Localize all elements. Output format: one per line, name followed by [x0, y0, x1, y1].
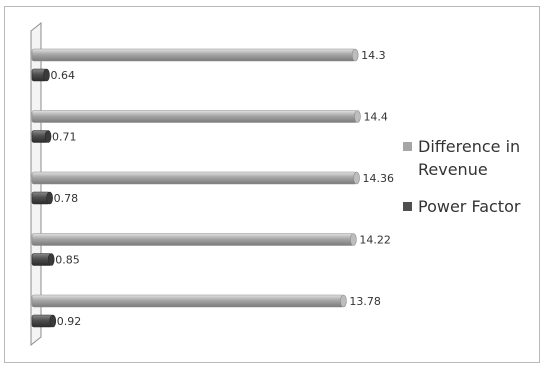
bar-cap-difference-in-revenue-4	[350, 233, 357, 246]
data-label-difference-in-revenue-2: 14.4	[363, 111, 388, 124]
bar-cap-power-factor-1	[43, 68, 50, 82]
bar-cap-difference-in-revenue-1	[351, 48, 359, 62]
bar-difference-in-revenue-2	[31, 110, 358, 123]
bar-difference-in-revenue-3	[31, 171, 357, 185]
chart-frame: 14.3 0.64 14.4 0.71 14.36 0.78 14.22 0.85 13.78 0…	[4, 6, 540, 363]
legend-label-difference-in-revenue: Difference in Revenue	[418, 137, 521, 179]
data-label-difference-in-revenue-3: 14.36	[363, 172, 395, 185]
bar-cap-difference-in-revenue-2	[354, 110, 361, 123]
bar-cap-difference-in-revenue-3	[353, 171, 360, 185]
legend-item-power-factor: Power Factor	[403, 195, 543, 218]
legend: Difference in Revenue Power Factor	[403, 135, 543, 232]
bar-cap-power-factor-3	[46, 191, 53, 205]
data-label-power-factor-3: 0.78	[54, 192, 79, 205]
bar-difference-in-revenue-1	[31, 48, 356, 62]
data-label-difference-in-revenue-1: 14.3	[361, 49, 386, 62]
legend-item-difference-in-revenue: Difference in Revenue	[403, 135, 543, 181]
data-label-power-factor-5: 0.92	[57, 315, 82, 328]
legend-label-power-factor: Power Factor	[418, 197, 521, 216]
legend-swatch-power-factor	[403, 202, 412, 211]
data-label-power-factor-2: 0.71	[52, 131, 77, 144]
bar-chart-plot: 14.3 0.64 14.4 0.71 14.36 0.78 14.22 0.85 13.78 0…	[30, 21, 395, 347]
bar-difference-in-revenue-5	[31, 294, 344, 308]
bar-difference-in-revenue-4	[31, 233, 354, 246]
bar-cap-power-factor-5	[49, 314, 57, 328]
data-label-difference-in-revenue-5: 13.78	[349, 295, 381, 308]
bar-cap-power-factor-2	[44, 130, 52, 143]
bar-cap-difference-in-revenue-5	[340, 294, 347, 308]
bar-cap-power-factor-4	[47, 253, 55, 266]
data-label-power-factor-1: 0.64	[50, 69, 75, 82]
legend-swatch-difference-in-revenue	[403, 142, 412, 151]
data-label-power-factor-4: 0.85	[55, 254, 80, 267]
data-label-difference-in-revenue-4: 14.22	[359, 234, 391, 247]
